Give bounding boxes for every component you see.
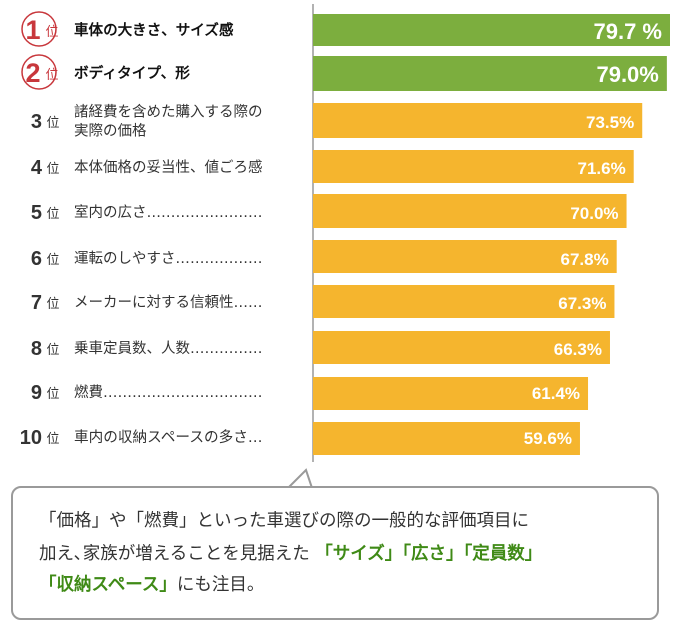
rank-suffix: 位 — [46, 432, 59, 447]
callout-line-2: 加え､家族が増えることを見据えた 「サイズ」「広さ」「定員数」 — [39, 543, 542, 565]
rank-suffix: 位 — [46, 207, 59, 222]
data-label: 66.3% — [554, 340, 602, 359]
rank-number: 9 — [31, 382, 42, 404]
bar — [313, 240, 617, 273]
callout-line-3: 「収納スペース」にも注目。 — [39, 574, 264, 596]
category-label: 室内の広さ…………………… — [74, 204, 263, 221]
data-label: 61.4% — [532, 384, 580, 403]
bar — [313, 331, 610, 364]
rank-suffix: 位 — [46, 116, 59, 131]
bar — [313, 422, 580, 455]
category-label: 運転のしやすさ……………… — [74, 250, 263, 267]
data-label: 79.0% — [596, 62, 658, 87]
data-label: 79.7 % — [594, 19, 663, 44]
data-label: 71.6% — [578, 159, 626, 178]
rank-number: 3 — [31, 111, 42, 133]
rank-suffix: 位 — [46, 162, 59, 177]
rank-suffix: 位 — [46, 387, 59, 402]
data-label: 59.6% — [524, 429, 572, 448]
rank-number: 1 — [25, 15, 40, 45]
callout-highlight: 「サイズ」「広さ」「定員数」 — [315, 544, 543, 564]
rank-number: 10 — [20, 427, 42, 449]
callout-text: 加え､家族が増えることを見据えた — [39, 544, 316, 564]
summary-callout: 「価格」や「燃費」といった車選びの際の一般的な評価項目に 加え､家族が増えること… — [11, 486, 659, 620]
rank-circle — [21, 11, 57, 47]
category-label: 乗車定員数、人数…………… — [74, 340, 263, 357]
rank-number: 7 — [31, 292, 42, 314]
rank-number: 5 — [31, 202, 42, 224]
bar — [313, 14, 670, 46]
category-label: 燃費…………………………… — [74, 383, 263, 401]
rank-circle — [21, 54, 57, 90]
data-label: 70.0% — [570, 204, 618, 223]
callout-highlight: 「収納スペース」 — [39, 575, 177, 595]
category-label: メーカーに対する信頼性…… — [74, 294, 263, 311]
data-label: 73.5% — [586, 113, 634, 132]
category-label: 諸経費を含めた購入する際の — [74, 104, 263, 121]
rank-suffix: 位 — [45, 25, 58, 40]
data-label: 67.3% — [558, 294, 606, 313]
bar-chart: 79.7 %1 位車体の大きさ、サイズ感79.0%2 位ボディタイプ、形73.5%3… — [20, 4, 670, 462]
bar — [313, 150, 634, 183]
rank-number: 6 — [31, 248, 42, 270]
rank-number: 2 — [25, 58, 40, 88]
bar — [313, 103, 643, 138]
bar — [313, 56, 667, 91]
callout-text: にも注目。 — [176, 575, 265, 595]
rank-suffix: 位 — [46, 253, 59, 268]
bar — [313, 285, 615, 318]
bar — [313, 377, 589, 410]
category-label: 実際の価格 — [74, 123, 147, 140]
bar — [313, 194, 627, 228]
rank-number: 8 — [31, 338, 42, 360]
category-label: 本体価格の妥当性、値ごろ感 — [74, 159, 263, 176]
rank-number: 4 — [31, 157, 43, 179]
category-label: ボディタイプ、形 — [74, 64, 190, 82]
data-label: 67.8% — [560, 250, 608, 269]
rank-suffix: 位 — [46, 297, 59, 312]
rank-suffix: 位 — [46, 343, 59, 358]
category-label: 車内の収納スペースの多さ… — [74, 429, 263, 446]
callout-line-1: 「価格」や「燃費」といった車選びの際の一般的な評価項目に — [39, 511, 529, 531]
rank-suffix: 位 — [45, 68, 58, 83]
category-label: 車体の大きさ、サイズ感 — [74, 21, 234, 39]
